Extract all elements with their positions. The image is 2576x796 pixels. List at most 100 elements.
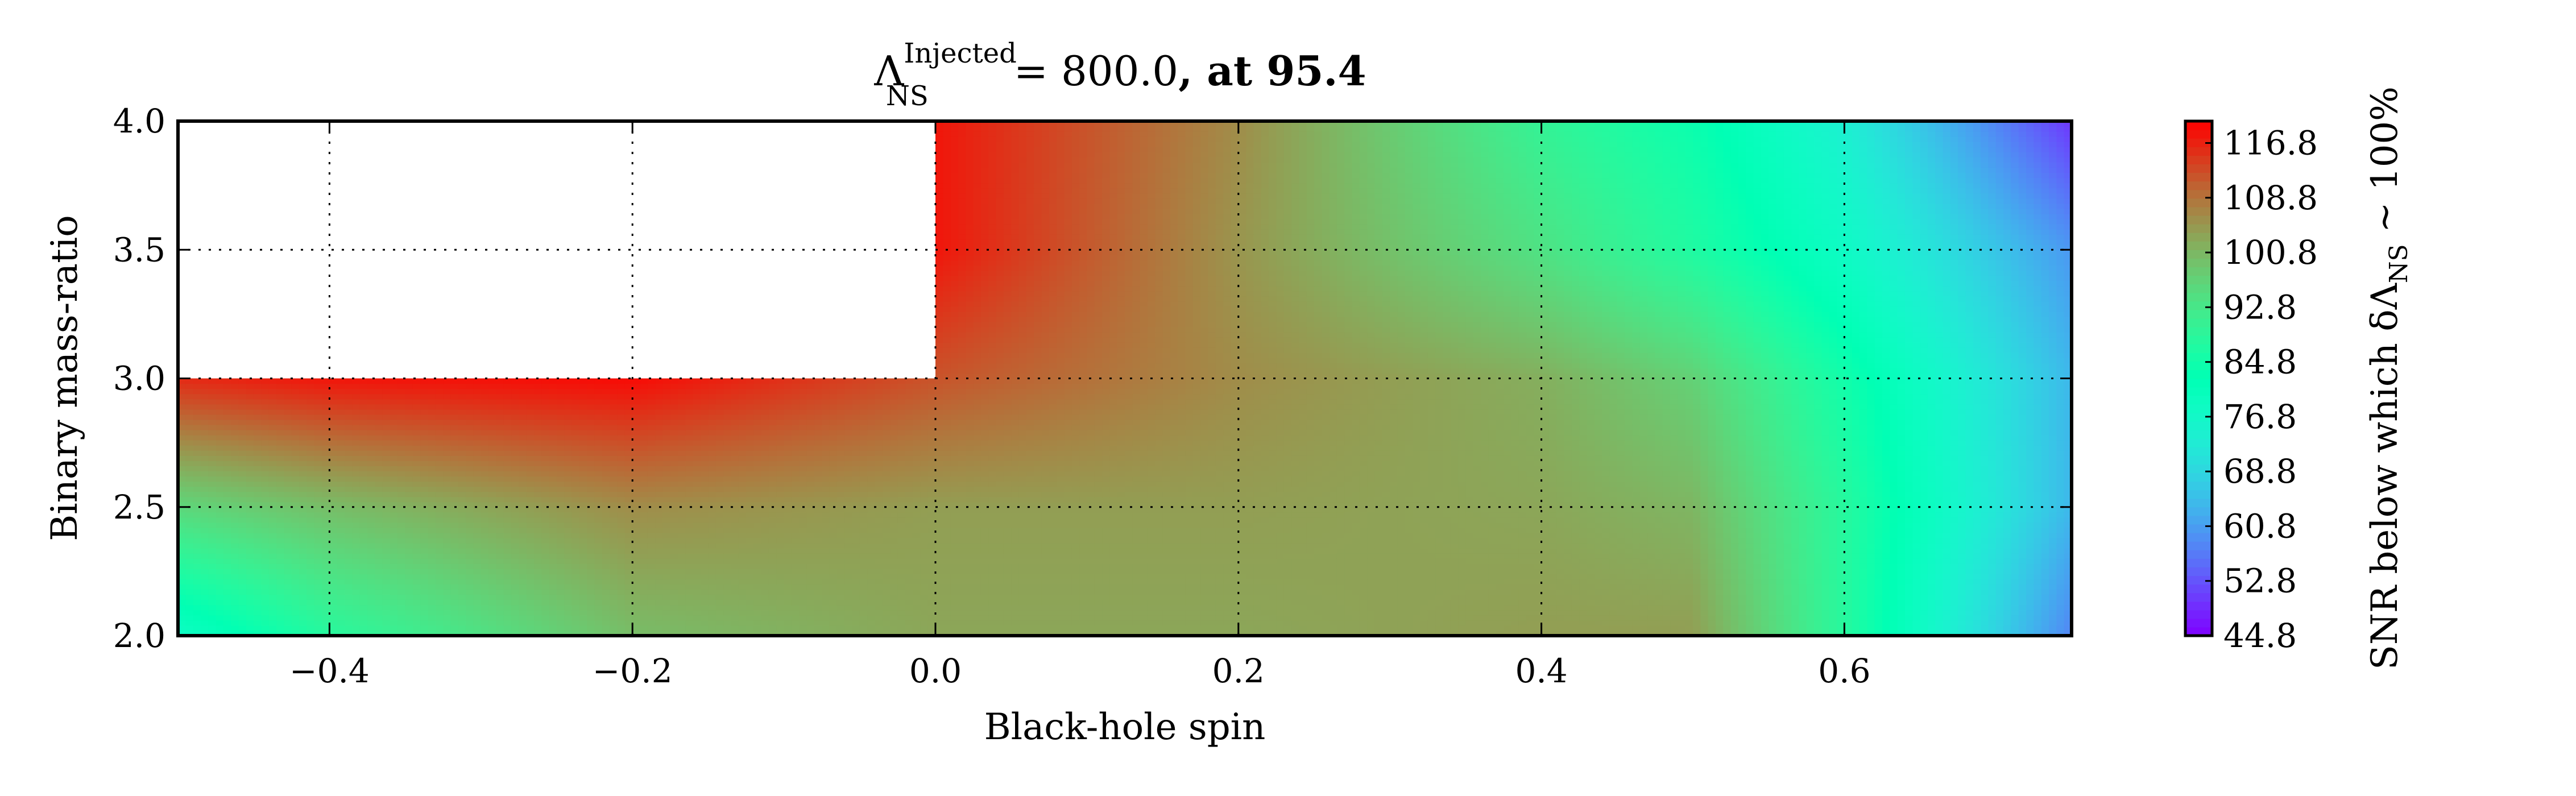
heatmap-cell [1746,610,1754,616]
heatmap-cell [1973,569,1981,574]
heatmap-cell [966,610,974,616]
heatmap-cell [1117,543,1125,549]
heatmap-cell [473,569,482,574]
heatmap-cell [1185,594,1194,600]
heatmap-cell [1821,630,1830,636]
heatmap-cell [753,620,762,626]
heatmap-cell [632,569,641,574]
heatmap-cell [867,558,876,564]
heatmap-cell [1647,563,1655,569]
heatmap-cell [579,615,587,621]
heatmap-cell [1018,569,1027,574]
heatmap-cell [1859,579,1867,585]
heatmap-cell [1655,620,1663,626]
heatmap-cell [1170,548,1178,554]
heatmap-cell [1625,533,1633,538]
heatmap-cell [1481,548,1489,554]
heatmap-cell [1791,604,1800,611]
heatmap-cell [1890,579,1898,585]
heatmap-cell [367,599,375,606]
heatmap-cell [1344,604,1353,611]
heatmap-cell [1791,548,1800,554]
heatmap-cell [822,584,830,590]
heatmap-cell [852,615,860,621]
heatmap-cell [875,594,883,600]
heatmap-cell [746,610,754,616]
heatmap-cell [549,594,557,600]
heatmap-cell [284,543,292,549]
heatmap-cell [890,553,898,559]
heatmap-cell [1261,533,1269,538]
heatmap-cell [1639,548,1648,554]
heatmap-cell [1571,594,1580,600]
heatmap-cell [1215,548,1224,554]
heatmap-cell [345,569,353,574]
heatmap-cell [1405,548,1413,554]
heatmap-cell [1231,615,1239,621]
heatmap-cell [980,599,989,606]
heatmap-cell [768,548,777,554]
heatmap-cell [443,563,452,569]
heatmap-cell [1995,589,2004,595]
heatmap-cell [1117,563,1125,569]
heatmap-cell [1693,620,1701,626]
heatmap-cell [1708,589,1716,595]
heatmap-cell [1140,558,1148,564]
heatmap-cell [1670,630,1678,636]
heatmap-cell [2011,589,2019,595]
heatmap-cell [829,594,838,600]
heatmap-cell [890,579,898,585]
heatmap-cell [731,563,739,569]
heatmap-cell [1011,553,1020,559]
heatmap-cell [359,604,368,611]
heatmap-cell [200,594,209,600]
heatmap-cell [1374,563,1383,569]
heatmap-cell [519,599,527,606]
heatmap-cell [1003,594,1012,600]
heatmap-cell [1450,548,1459,554]
heatmap-cell [1995,615,2004,621]
heatmap-cell [1753,548,1762,554]
heatmap-cell [1670,599,1678,606]
heatmap-cell [1276,569,1285,574]
heatmap-cell [1041,579,1050,585]
heatmap-cell [1215,533,1224,538]
heatmap-cell [1981,615,1989,621]
heatmap-cell [1571,558,1580,564]
heatmap-cell [1995,630,2004,636]
heatmap-cell [1246,569,1254,574]
heatmap-cell [284,548,292,554]
heatmap-cell [1965,543,1974,549]
heatmap-cell [1147,533,1156,538]
heatmap-cell [397,579,406,585]
heatmap-cell [1473,620,1481,626]
heatmap-cell [1829,563,1837,569]
heatmap-cell [685,604,694,611]
heatmap-cell [1821,610,1830,616]
heatmap-cell [1231,589,1239,595]
heatmap-cell [1079,604,1087,611]
heatmap-cell [882,625,891,631]
heatmap-cell [1844,543,1853,549]
heatmap-cell [1904,543,1913,549]
heatmap-cell [587,620,595,626]
heatmap-cell [519,615,527,621]
heatmap-cell [678,610,686,616]
heatmap-cell [859,589,868,595]
heatmap-cell [1890,543,1898,549]
heatmap-cell [1556,579,1565,585]
heatmap-cell [352,538,361,544]
heatmap-cell [1715,574,1724,580]
heatmap-cell [2064,553,2072,559]
heatmap-cell [617,615,626,621]
heatmap-cell [420,574,429,580]
heatmap-cell [1071,610,1080,616]
heatmap-cell [405,538,413,544]
heatmap-cell [1382,594,1390,600]
heatmap-cell [1314,569,1322,574]
heatmap-cell [549,563,557,569]
heatmap-cell [291,548,300,554]
heatmap-cell [2064,625,2072,631]
heatmap-cell [1147,599,1156,606]
heatmap-cell [1791,574,1800,580]
